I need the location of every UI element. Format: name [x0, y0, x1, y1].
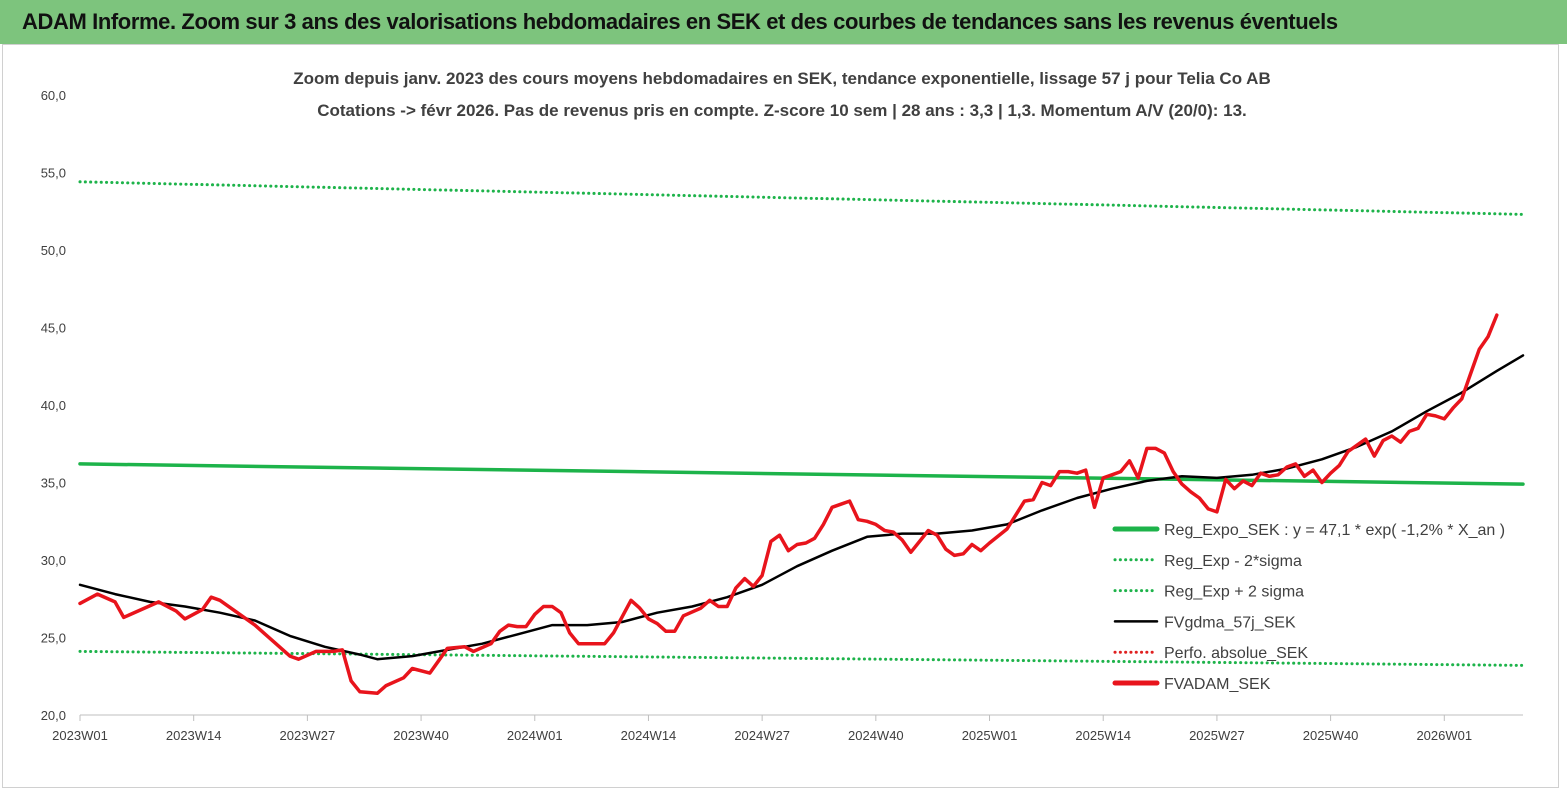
- x-tick-label: 2025W14: [1075, 728, 1131, 743]
- y-tick-label: 60,0: [41, 88, 66, 103]
- y-tick-label: 40,0: [41, 398, 66, 413]
- x-axis-ticks: 2023W01 2023W14 2023W27 2023W40 2024W01 2024W…: [52, 715, 1472, 743]
- series-line-0: [78, 462, 1525, 486]
- series-line-5: [78, 313, 1499, 696]
- chart-legend: Reg_Expo_SEK : y = 47,1 * exp( -1,2% * X…: [1112, 522, 1505, 693]
- series-layer: [78, 180, 1525, 696]
- x-tick-label: 2023W01: [52, 728, 108, 743]
- x-tick-label: 2024W40: [848, 728, 904, 743]
- chart-title-line2: Cotations -> févr 2026. Pas de revenus p…: [317, 101, 1247, 120]
- series-line-3: [78, 354, 1525, 661]
- legend-label-4: Perfo. absolue_SEK: [1164, 645, 1308, 662]
- x-tick-label: 2025W01: [962, 728, 1018, 743]
- x-tick-label: 2024W14: [621, 728, 677, 743]
- legend-label-5: FVADAM_SEK: [1164, 676, 1271, 693]
- chart-title-line1: Zoom depuis janv. 2023 des cours moyens …: [293, 69, 1270, 88]
- legend-label-0: Reg_Expo_SEK : y = 47,1 * exp( -1,2% * X…: [1164, 522, 1505, 539]
- y-tick-label: 50,0: [41, 243, 66, 258]
- x-tick-label: 2023W14: [166, 728, 222, 743]
- chart-frame: [2, 44, 1559, 788]
- x-tick-label: 2023W40: [393, 728, 449, 743]
- x-tick-label: 2025W27: [1189, 728, 1245, 743]
- y-tick-label: 20,0: [41, 708, 66, 723]
- y-tick-label: 45,0: [41, 321, 66, 336]
- y-tick-label: 25,0: [41, 631, 66, 646]
- report-title: ADAM Informe. Zoom sur 3 ans des valoris…: [22, 9, 1338, 34]
- x-tick-label: 2024W27: [734, 728, 790, 743]
- y-tick-label: 30,0: [41, 553, 66, 568]
- x-tick-label: 2023W27: [280, 728, 336, 743]
- legend-label-1: Reg_Exp - 2*sigma: [1164, 553, 1302, 570]
- x-tick-label: 2024W01: [507, 728, 563, 743]
- y-axis-ticks: 20,0 25,0 30,0 35,0 40,0 45,0 50,0 55,0 60,0: [41, 88, 66, 723]
- report-banner: ADAM Informe. Zoom sur 3 ans des valoris…: [0, 0, 1567, 44]
- y-tick-label: 35,0: [41, 476, 66, 491]
- series-line-1: [78, 649, 1525, 667]
- legend-label-3: FVgdma_57j_SEK: [1164, 614, 1296, 631]
- y-tick-label: 55,0: [41, 166, 66, 181]
- legend-label-2: Reg_Exp + 2 sigma: [1164, 584, 1304, 601]
- x-tick-label: 2026W01: [1416, 728, 1472, 743]
- x-tick-label: 2025W40: [1303, 728, 1359, 743]
- series-line-2: [78, 180, 1525, 216]
